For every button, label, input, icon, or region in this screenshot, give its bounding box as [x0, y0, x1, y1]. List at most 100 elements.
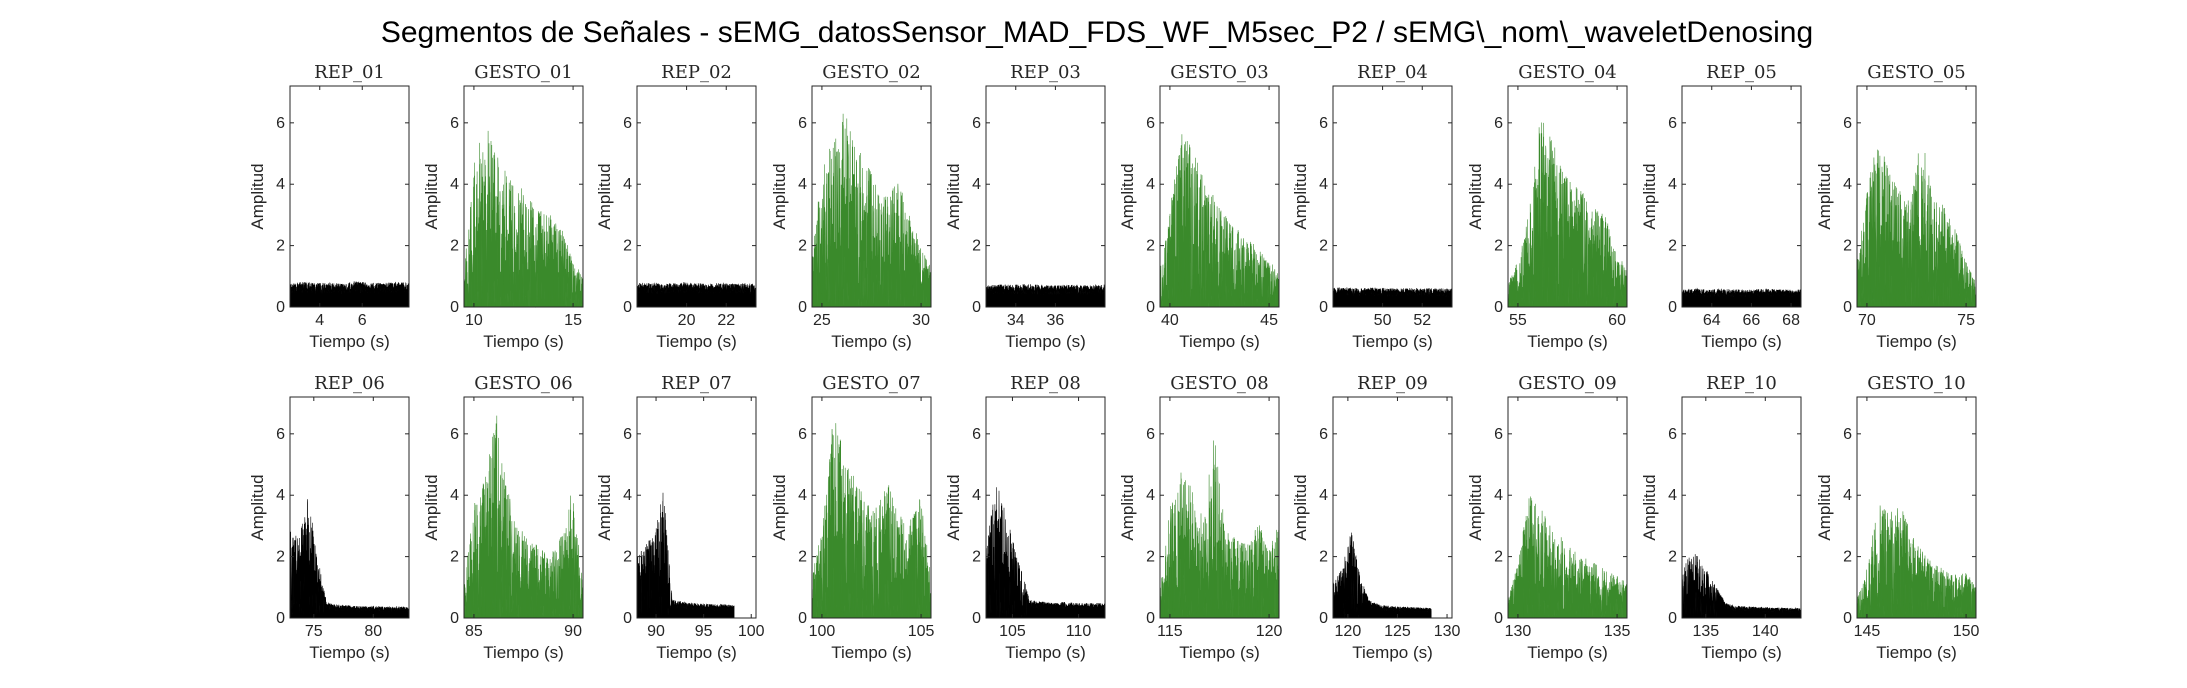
axes-box — [811, 85, 932, 308]
x-tick-label: 130 — [1434, 623, 1461, 640]
x-tick-label: 135 — [1604, 623, 1631, 640]
y-tick-label: 2 — [1319, 549, 1328, 566]
y-axis-label: Amplitud — [1640, 163, 1659, 229]
y-tick-label: 4 — [450, 176, 459, 193]
x-tick-label: 15 — [564, 312, 582, 329]
x-axis-label: Tiempo (s) — [831, 332, 912, 351]
y-tick-label: 2 — [276, 238, 285, 255]
y-tick-label: 2 — [798, 238, 807, 255]
axes-box — [463, 396, 584, 619]
x-tick-label: 55 — [1509, 312, 1527, 329]
subplot-title: REP_05 — [1706, 62, 1777, 83]
signal-trace — [1332, 532, 1432, 619]
x-tick-label: 115 — [1157, 623, 1183, 640]
subplot-title: REP_04 — [1357, 62, 1428, 83]
signal-trace — [463, 130, 584, 308]
y-tick-label: 6 — [1146, 115, 1155, 132]
subplot-title: GESTO_08 — [1170, 373, 1269, 394]
subplot-title: REP_07 — [661, 373, 732, 394]
subplot-title: REP_09 — [1357, 373, 1428, 394]
y-tick-label: 2 — [972, 238, 981, 255]
y-tick-label: 4 — [1668, 176, 1677, 193]
x-axis-label: Tiempo (s) — [1527, 643, 1608, 662]
y-tick-label: 4 — [1319, 487, 1328, 504]
x-tick-label: 140 — [1752, 623, 1779, 640]
axes-box — [1332, 396, 1453, 619]
x-tick-label: 85 — [465, 623, 483, 640]
signal-trace — [811, 113, 932, 308]
subplot-gesto-09: 0 2 4 6 130 135 GESTO_09 Tiempo (s) Amplitud — [1466, 373, 1631, 662]
y-tick-label: 6 — [972, 426, 981, 443]
y-tick-label: 4 — [1843, 176, 1852, 193]
y-tick-label: 6 — [1319, 115, 1328, 132]
x-axis-label: Tiempo (s) — [309, 643, 390, 662]
y-axis-label: Amplitud — [248, 163, 267, 229]
axes-box — [636, 396, 757, 619]
subplot-title: REP_01 — [314, 62, 385, 83]
axes-box — [985, 85, 1106, 308]
y-axis-label: Amplitud — [944, 474, 963, 540]
y-tick-label: 2 — [798, 549, 807, 566]
subplot-title: GESTO_05 — [1867, 62, 1966, 83]
signal-trace — [1856, 505, 1977, 619]
x-tick-label: 66 — [1743, 312, 1761, 329]
subplot-gesto-01: 0 2 4 6 10 15 GESTO_01 Tiempo (s) Amplitud — [422, 62, 584, 351]
x-axis-label: Tiempo (s) — [1701, 332, 1782, 351]
x-tick-label: 50 — [1374, 312, 1392, 329]
y-tick-label: 2 — [1494, 549, 1503, 566]
subplot-title: GESTO_09 — [1518, 373, 1617, 394]
axes-box — [1856, 85, 1977, 308]
y-tick-label: 4 — [1494, 176, 1503, 193]
x-tick-label: 30 — [912, 312, 930, 329]
y-tick-label: 4 — [972, 176, 981, 193]
signal-trace — [1332, 287, 1453, 308]
subplot-gesto-06: 0 2 4 6 85 90 GESTO_06 Tiempo (s) Amplitud — [422, 373, 584, 662]
x-tick-label: 70 — [1858, 312, 1876, 329]
x-axis-label: Tiempo (s) — [1352, 332, 1433, 351]
y-tick-label: 2 — [1668, 549, 1677, 566]
y-axis-label: Amplitud — [1640, 474, 1659, 540]
subplot-title: REP_10 — [1706, 373, 1777, 394]
x-tick-label: 130 — [1505, 623, 1532, 640]
x-axis-label: Tiempo (s) — [1876, 643, 1957, 662]
y-tick-label: 0 — [972, 299, 981, 316]
y-tick-label: 0 — [1146, 299, 1155, 316]
y-tick-label: 4 — [1319, 176, 1328, 193]
subplot-gesto-10: 0 2 4 6 145 150 GESTO_10 Tiempo (s) Amplitud — [1815, 373, 1980, 662]
subplot-title: GESTO_04 — [1518, 62, 1617, 83]
y-tick-label: 4 — [276, 176, 285, 193]
y-tick-label: 0 — [798, 610, 807, 627]
subplot-gesto-04: 0 2 4 6 55 60 GESTO_04 Tiempo (s) Amplitud — [1466, 62, 1628, 351]
x-axis-label: Tiempo (s) — [483, 643, 564, 662]
y-tick-label: 6 — [1843, 115, 1852, 132]
y-tick-label: 0 — [1843, 299, 1852, 316]
y-axis-label: Amplitud — [422, 163, 441, 229]
y-tick-label: 6 — [798, 426, 807, 443]
subplot-gesto-08: 0 2 4 6 115 120 GESTO_08 Tiempo (s) Amplitud — [1118, 373, 1283, 662]
x-tick-label: 90 — [564, 623, 582, 640]
x-axis-label: Tiempo (s) — [309, 332, 390, 351]
signal-trace — [1681, 287, 1802, 308]
y-tick-label: 0 — [1146, 610, 1155, 627]
y-tick-label: 0 — [276, 299, 285, 316]
axes-box — [811, 396, 932, 619]
signal-trace — [1507, 496, 1628, 619]
y-tick-label: 4 — [623, 487, 632, 504]
y-axis-label: Amplitud — [422, 474, 441, 540]
x-tick-label: 75 — [1957, 312, 1975, 329]
y-axis-label: Amplitud — [770, 474, 789, 540]
x-axis-label: Tiempo (s) — [1701, 643, 1782, 662]
signal-trace — [985, 283, 1106, 308]
axes-box — [463, 85, 584, 308]
subplot-title: REP_08 — [1010, 373, 1081, 394]
x-tick-label: 25 — [813, 312, 831, 329]
y-tick-label: 2 — [1319, 238, 1328, 255]
subplot-gesto-05: 0 2 4 6 70 75 GESTO_05 Tiempo (s) Amplitud — [1815, 62, 1977, 351]
y-axis-label: Amplitud — [1118, 474, 1137, 540]
x-tick-label: 6 — [358, 312, 367, 329]
x-tick-label: 105 — [908, 623, 935, 640]
y-tick-label: 0 — [972, 610, 981, 627]
y-tick-label: 0 — [1843, 610, 1852, 627]
y-tick-label: 0 — [1494, 299, 1503, 316]
